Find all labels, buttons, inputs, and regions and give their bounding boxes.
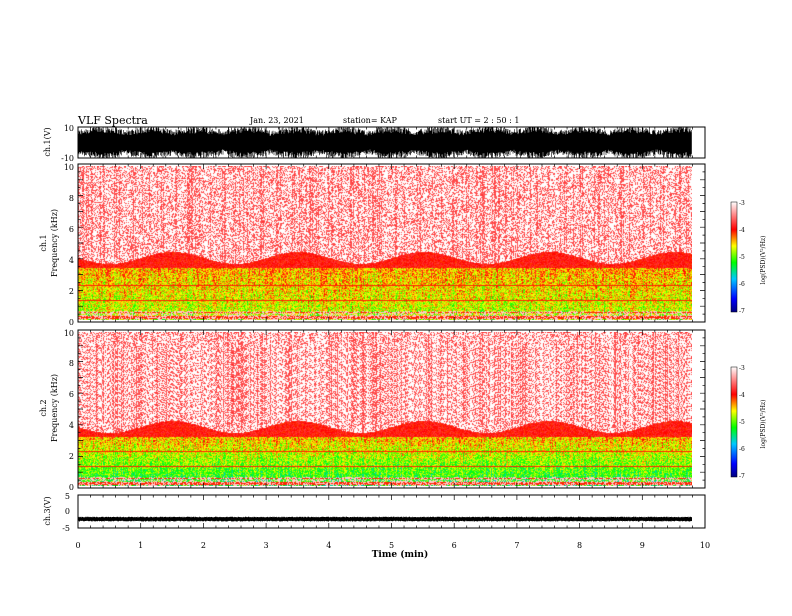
x-tick-label-6: 6 <box>452 541 457 550</box>
colorbar-1-bar <box>730 201 738 313</box>
ch1-ytick-4: 4 <box>69 256 74 265</box>
colorbar-1-label: log(PSD)(V²/Hz) <box>760 236 767 285</box>
ch2-ytick-10: 10 <box>64 329 74 338</box>
ch2-ytick-4: 4 <box>69 421 74 430</box>
x-tick-label-8: 8 <box>577 541 582 550</box>
ch1-ylabel-channel: ch.1 <box>39 234 48 251</box>
x-tick-label-4: 4 <box>326 541 331 550</box>
ch3-ylabel: ch.3(V) <box>43 496 52 525</box>
ch1-ytick-2: 2 <box>69 287 74 296</box>
ch2-ytick-6: 6 <box>69 390 74 399</box>
colorbar-1-tick-m7: -7 <box>739 308 745 315</box>
colorbar-1: -3 -4 -5 -6 -7 log(PSD)(V²/Hz) <box>730 200 767 315</box>
ch2-spectrogram-panel: 0 2 4 6 8 10 ch.2 Frequency (kHz) <box>39 329 706 492</box>
ch1-ytick-10: 10 <box>64 163 74 172</box>
ch1-ytick-8: 8 <box>69 194 74 203</box>
x-tick-label-1: 1 <box>138 541 143 550</box>
ch1-waveform-trace <box>78 127 692 158</box>
ch1-spectrogram-image <box>78 166 692 320</box>
ch1-ytick-bottom: -10 <box>61 154 74 163</box>
colorbar-1-tick-m4: -4 <box>739 227 745 234</box>
ch1-ylabel: ch.1(V) <box>43 127 52 156</box>
colorbar-2-label: log(PSD)(V²/Hz) <box>760 400 767 449</box>
ch1-spectrogram-panel: 0 2 4 6 8 10 ch.1 Frequency (kHz) <box>39 163 706 327</box>
ch3-waveform-trace <box>78 516 692 522</box>
x-tick-label-5: 5 <box>389 541 394 550</box>
colorbar-2-tick-m4: -4 <box>739 392 745 399</box>
ch1-yticks: 0 2 4 6 8 10 <box>64 163 74 327</box>
tick-marks-path <box>77 127 706 528</box>
ch1-waveform-panel: 10 -10 ch.1(V) <box>43 124 706 163</box>
ch1-ytick-6: 6 <box>69 225 74 234</box>
ch2-ytick-0: 0 <box>69 483 74 492</box>
ch2-ytick-2: 2 <box>69 452 74 461</box>
ch3-ytick-bottom: -5 <box>62 524 70 533</box>
ch3-ytick-top: 5 <box>65 492 70 501</box>
ch3-ytick-mid: 0 <box>65 507 70 516</box>
colorbar-2-tick-m6: -6 <box>739 446 745 453</box>
figure-title: VLF Spectra <box>77 114 148 127</box>
ch1-ytick-0: 0 <box>69 318 74 327</box>
x-axis-label: Time (min) <box>372 549 429 560</box>
start-time-label: start UT = 2 : 50 : 1 <box>438 116 519 125</box>
colorbar-2-tick-m7: -7 <box>739 473 745 480</box>
x-tick-label-0: 0 <box>75 541 80 550</box>
ch2-yticks: 0 2 4 6 8 10 <box>64 329 74 492</box>
x-tick-label-7: 7 <box>514 541 519 550</box>
colorbar-2-tick-m5: -5 <box>739 419 745 426</box>
colorbar-2-tick-m3: -3 <box>739 365 745 372</box>
colorbar-2: -3 -4 -5 -6 -7 log(PSD)(V²/Hz) <box>730 365 767 480</box>
x-tick-label-3: 3 <box>264 541 269 550</box>
colorbar-1-tick-m6: -6 <box>739 281 745 288</box>
date-label: Jan. 23, 2021 <box>249 116 304 125</box>
colorbar-1-tick-m3: -3 <box>739 200 745 207</box>
x-tick-label-9: 9 <box>640 541 645 550</box>
ch1-ylabel-frequency: Frequency (kHz) <box>50 209 59 277</box>
ch3-waveform-panel: 5 0 -5 ch.3(V) 0 1 2 3 4 5 6 7 8 9 10 Time (min) <box>43 492 710 560</box>
ch2-ylabel-frequency: Frequency (kHz) <box>50 374 59 442</box>
station-label: station= KAP <box>343 116 398 125</box>
x-tick-label-2: 2 <box>201 541 206 550</box>
colorbar-2-bar <box>730 366 738 478</box>
ch2-ytick-8: 8 <box>69 359 74 368</box>
ch2-spectrogram-image <box>78 332 692 486</box>
colorbar-1-tick-m5: -5 <box>739 254 745 261</box>
x-tick-labels: 0 1 2 3 4 5 6 7 8 9 10 <box>75 541 710 550</box>
axis-tick-marks <box>77 127 706 528</box>
ch2-ylabel-channel: ch.2 <box>39 399 48 416</box>
x-tick-label-10: 10 <box>700 541 710 550</box>
ch1-ytick-top: 10 <box>64 124 74 133</box>
